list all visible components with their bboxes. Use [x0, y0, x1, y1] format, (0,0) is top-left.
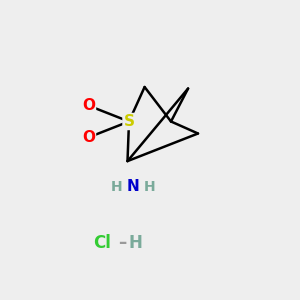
Text: O: O: [82, 130, 95, 145]
Text: O: O: [82, 98, 95, 113]
Text: S: S: [124, 114, 134, 129]
Text: –: –: [118, 234, 127, 252]
Text: N: N: [127, 179, 140, 194]
Text: H: H: [128, 234, 142, 252]
Text: Cl: Cl: [93, 234, 111, 252]
Text: H: H: [144, 180, 156, 194]
Text: H: H: [111, 180, 123, 194]
